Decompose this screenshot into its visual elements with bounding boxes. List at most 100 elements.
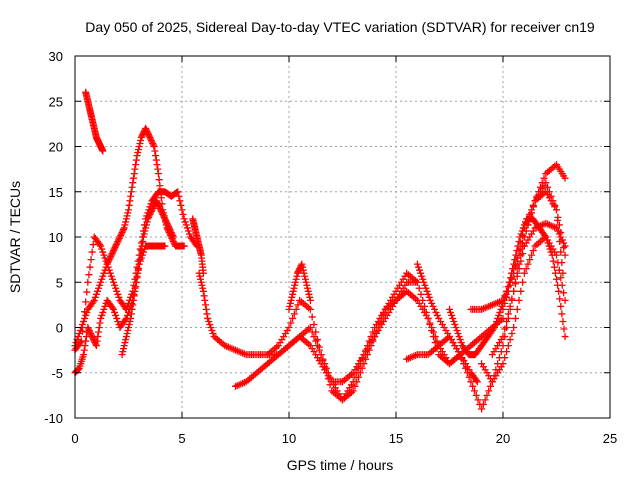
data-point bbox=[319, 357, 327, 365]
data-point bbox=[87, 331, 95, 339]
data-point bbox=[81, 314, 89, 322]
data-point bbox=[110, 278, 118, 286]
data-point bbox=[93, 287, 101, 295]
data-point bbox=[180, 242, 188, 250]
data-point bbox=[134, 265, 142, 273]
data-point bbox=[115, 236, 123, 244]
data-point bbox=[127, 314, 135, 322]
data-point bbox=[135, 260, 143, 268]
data-point bbox=[310, 320, 318, 328]
series-satellite-track-13 bbox=[478, 233, 569, 386]
data-point bbox=[169, 231, 177, 239]
data-point bbox=[155, 176, 163, 184]
data-point bbox=[127, 310, 135, 318]
data-point bbox=[303, 281, 311, 289]
data-point bbox=[108, 250, 116, 258]
data-point bbox=[561, 333, 569, 341]
data-point bbox=[144, 129, 152, 137]
data-point bbox=[181, 218, 189, 226]
data-point bbox=[416, 266, 424, 274]
series-satellite-track-4 bbox=[71, 242, 169, 377]
data-point bbox=[496, 308, 504, 316]
data-point bbox=[513, 254, 521, 262]
data-point bbox=[557, 248, 565, 256]
data-point bbox=[144, 215, 152, 223]
data-point bbox=[113, 239, 121, 247]
data-point bbox=[469, 382, 477, 390]
data-point bbox=[87, 330, 95, 338]
data-point bbox=[524, 215, 532, 223]
data-point bbox=[292, 275, 300, 283]
data-point bbox=[164, 222, 172, 230]
data-point bbox=[122, 218, 130, 226]
data-point bbox=[555, 221, 563, 229]
data-point bbox=[519, 278, 527, 286]
data-point bbox=[103, 260, 111, 268]
data-point bbox=[106, 269, 114, 277]
data-point bbox=[326, 381, 334, 389]
data-point bbox=[99, 248, 107, 256]
data-point bbox=[501, 299, 509, 307]
data-point bbox=[159, 212, 167, 220]
data-point bbox=[122, 215, 130, 223]
data-point bbox=[147, 207, 155, 215]
data-point bbox=[184, 227, 192, 235]
data-point bbox=[104, 259, 112, 267]
data-point bbox=[168, 230, 176, 238]
data-point bbox=[529, 247, 537, 255]
data-point bbox=[297, 262, 305, 270]
data-point bbox=[202, 305, 210, 313]
data-point bbox=[85, 325, 93, 333]
data-point bbox=[536, 183, 544, 191]
data-point bbox=[107, 253, 115, 261]
data-point bbox=[74, 333, 82, 341]
data-point bbox=[119, 227, 127, 235]
data-point bbox=[455, 333, 463, 341]
data-point bbox=[84, 324, 92, 331]
x-axis-label: GPS time / hours bbox=[287, 457, 394, 473]
data-point bbox=[92, 340, 100, 348]
data-point bbox=[176, 197, 184, 205]
data-point bbox=[139, 238, 147, 246]
data-point bbox=[120, 345, 128, 353]
data-point bbox=[97, 314, 105, 322]
data-point bbox=[492, 320, 500, 328]
data-point bbox=[429, 302, 437, 310]
data-point bbox=[287, 319, 295, 327]
data-point bbox=[107, 251, 115, 259]
data-point bbox=[144, 130, 152, 138]
data-point bbox=[298, 260, 306, 268]
data-point bbox=[100, 251, 108, 259]
data-point bbox=[166, 225, 174, 233]
data-point bbox=[294, 268, 302, 276]
data-point bbox=[165, 224, 173, 232]
data-point bbox=[82, 337, 90, 345]
data-point bbox=[111, 308, 119, 316]
data-point bbox=[110, 247, 118, 255]
data-point bbox=[137, 247, 145, 255]
data-point bbox=[474, 396, 482, 404]
data-point bbox=[102, 263, 110, 271]
data-point bbox=[528, 206, 536, 214]
data-point bbox=[199, 284, 207, 292]
data-point bbox=[302, 278, 310, 286]
data-point bbox=[126, 317, 134, 325]
data-point bbox=[92, 342, 100, 350]
data-point bbox=[108, 304, 116, 312]
data-point bbox=[305, 290, 313, 298]
data-point bbox=[156, 182, 164, 190]
data-point bbox=[349, 378, 357, 386]
data-point bbox=[130, 292, 138, 300]
data-point bbox=[207, 324, 215, 331]
data-point bbox=[199, 269, 207, 277]
data-point bbox=[99, 147, 107, 155]
data-point bbox=[152, 152, 160, 160]
data-point bbox=[132, 278, 140, 286]
data-point bbox=[431, 305, 439, 313]
data-point bbox=[120, 225, 128, 233]
data-point bbox=[485, 387, 493, 395]
data-point bbox=[294, 301, 302, 309]
data-point bbox=[557, 274, 565, 282]
data-point bbox=[88, 248, 96, 256]
y-tick-label: -10 bbox=[44, 411, 63, 426]
